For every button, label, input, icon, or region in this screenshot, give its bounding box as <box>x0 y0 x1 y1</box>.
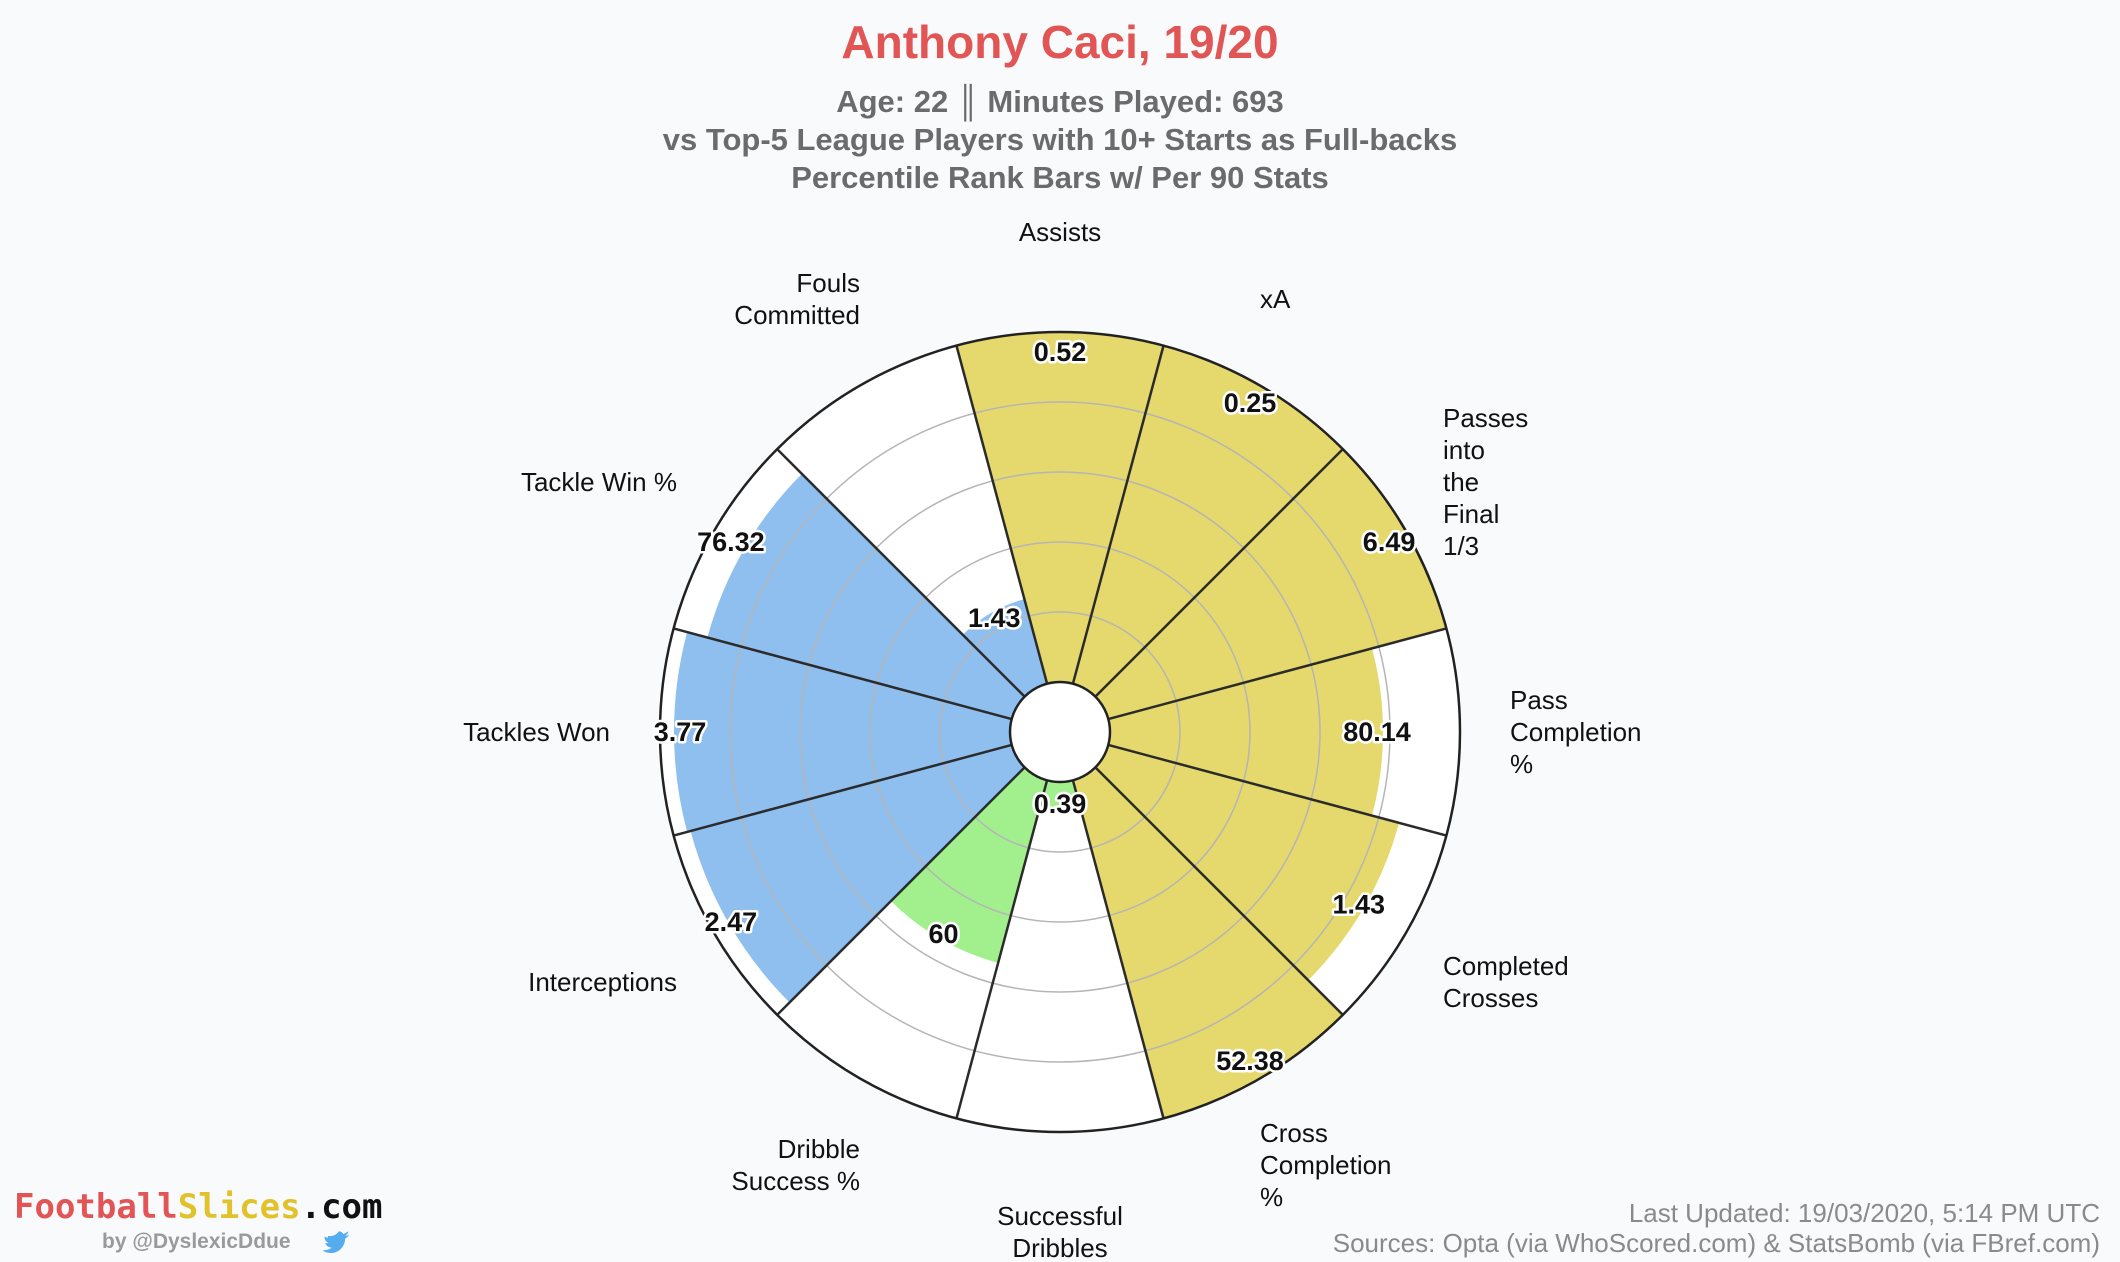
category-label-interceptions-line-0: Interceptions <box>528 967 677 997</box>
value-label-assists: 0.52 <box>1034 337 1087 367</box>
value-label-dribble-success: 60 <box>928 919 958 949</box>
logo-part-com: .com <box>301 1187 383 1227</box>
value-label-interceptions: 2.47 <box>705 907 758 937</box>
value-label-successful-dribbles: 0.39 <box>1034 789 1087 819</box>
category-label-pass-completion-line-2: % <box>1510 749 1533 779</box>
spoke-5 <box>1094 766 1344 1016</box>
spoke-2 <box>1094 448 1344 698</box>
bar-successful-dribbles <box>1039 780 1081 810</box>
value-label-cross-completion: 52.38 <box>1216 1046 1284 1076</box>
value-label-fouls-committed: 1.43 <box>968 603 1021 633</box>
spoke-7 <box>955 779 1049 1119</box>
spoke-0 <box>955 345 1049 685</box>
value-label-completed-crosses: 1.43 <box>1332 890 1385 920</box>
twitter-bird-icon[interactable] <box>322 1231 350 1253</box>
category-label-successful-dribbles-line-0: Successful <box>997 1201 1123 1231</box>
spoke-10 <box>673 627 1013 721</box>
logo[interactable]: FootballSlices.com <box>14 1187 382 1227</box>
value-label-passes-into-the-final-1-3: 6.49 <box>1363 527 1416 557</box>
category-label-assists-line-0: Assists <box>1019 217 1101 247</box>
category-label-passes-into-the-final-1-3-line-4: 1/3 <box>1443 531 1479 561</box>
svg-text:FootballSlices.com: FootballSlices.com <box>14 1187 382 1227</box>
category-label-tackles-won-line-0: Tackles Won <box>463 717 610 747</box>
spoke-6 <box>1071 779 1165 1119</box>
byline: by @DyslexicDdue <box>102 1230 291 1253</box>
bar-assists <box>956 332 1164 684</box>
category-label-fouls-committed-line-1: Committed <box>734 300 860 330</box>
gridline-60 <box>799 471 1321 993</box>
last-updated-text: Last Updated: 19/03/2020, 5:14 PM UTC <box>1629 1198 2100 1228</box>
category-label-pass-completion-line-1: Completion <box>1510 717 1642 747</box>
spoke-3 <box>1107 627 1447 721</box>
category-label-successful-dribbles-line-1: Dribbles <box>1012 1233 1107 1262</box>
category-label-fouls-committed-line-0: Fouls <box>796 268 860 298</box>
bar-tackles-won <box>674 632 1012 832</box>
spoke-9 <box>673 743 1013 837</box>
category-label-cross-completion-line-1: Completion <box>1260 1150 1392 1180</box>
bar-fouls-committed <box>962 599 1048 697</box>
category-label-passes-into-the-final-1-3-line-0: Passes <box>1443 403 1528 433</box>
logo-part-slices: Slices <box>178 1187 301 1227</box>
spoke-4 <box>1107 743 1447 837</box>
center-hole <box>1008 680 1112 784</box>
chart-title: Anthony Caci, 19/20 <box>841 16 1278 68</box>
category-label-tackle-win-line-0: Tackle Win % <box>521 467 677 497</box>
bar-pass-completion <box>1108 648 1383 816</box>
gridline-40 <box>869 541 1251 923</box>
outer-ring <box>658 330 1462 1134</box>
category-label-completed-crosses-line-0: Completed <box>1443 951 1569 981</box>
subtitle-line-2: vs Top-5 League Players with 10+ Starts … <box>663 122 1458 157</box>
category-label-passes-into-the-final-1-3-line-2: the <box>1443 467 1479 497</box>
bar-dribble-success <box>891 767 1048 963</box>
polar-plot: 0.52 0.25 6.49 80.14 1.43 52.38 0.39 60 2.47 3.77… <box>463 217 1641 1262</box>
value-label-pass-completion: 80.14 <box>1343 717 1411 747</box>
value-label-tackles-won: 3.77 <box>654 717 707 747</box>
logo-part-football: Football <box>14 1187 178 1227</box>
category-label-completed-crosses-line-1: Crosses <box>1443 983 1538 1013</box>
category-label-dribble-success-line-0: Dribble <box>778 1134 860 1164</box>
subtitle-line-1: Age: 22 ║ Minutes Played: 693 <box>836 83 1284 122</box>
value-label-tackle-win: 76.32 <box>697 527 765 557</box>
subtitle-line-3: Percentile Rank Bars w/ Per 90 Stats <box>791 160 1329 195</box>
category-label-passes-into-the-final-1-3-line-3: Final <box>1443 499 1499 529</box>
category-label-cross-completion-line-2: % <box>1260 1182 1283 1212</box>
sources-text: Sources: Opta (via WhoScored.com) & Stat… <box>1333 1228 2100 1258</box>
gridline-80 <box>729 401 1391 1063</box>
category-label-dribble-success-line-1: Success % <box>731 1166 860 1196</box>
category-label-passes-into-the-final-1-3-line-1: into <box>1443 435 1485 465</box>
value-label-xa: 0.25 <box>1224 388 1277 418</box>
gridline-20 <box>939 611 1181 853</box>
category-label-pass-completion-line-0: Pass <box>1510 685 1568 715</box>
spoke-8 <box>776 766 1026 1016</box>
spoke-1 <box>1071 345 1165 685</box>
category-label-cross-completion-line-0: Cross <box>1260 1118 1328 1148</box>
category-label-xa-line-0: xA <box>1260 284 1291 314</box>
spoke-11 <box>776 448 1026 698</box>
